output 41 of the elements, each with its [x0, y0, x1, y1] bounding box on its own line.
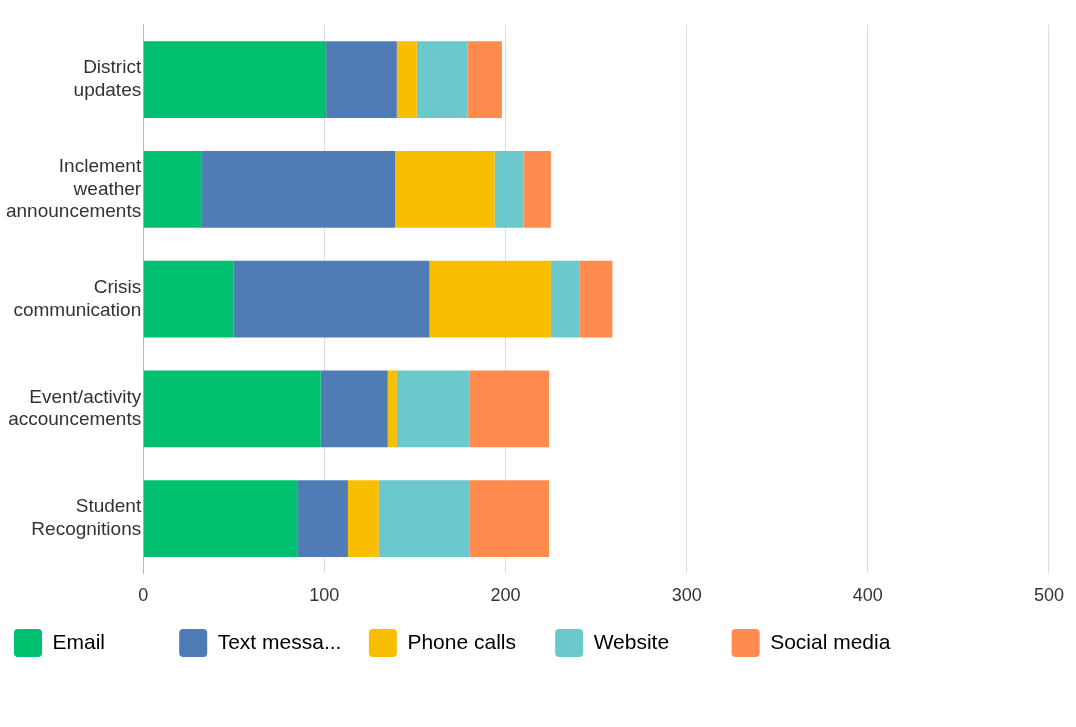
legend-label: Social media: [770, 629, 914, 653]
bar: [143, 150, 202, 228]
bar: [320, 370, 388, 448]
bar: [469, 480, 549, 557]
bar: [467, 41, 502, 119]
x-tick-label: 200: [490, 585, 521, 606]
x-tick-label: 500: [1033, 585, 1065, 606]
bar: [143, 41, 327, 119]
bar: [143, 370, 321, 448]
y-tick-label: District updates: [73, 56, 142, 101]
y-tick-label: Event/activity accouncements: [8, 385, 142, 430]
bar: [579, 260, 613, 338]
bar: [143, 260, 234, 338]
y-tick-label: Student Recognitions: [31, 495, 142, 540]
y-tick-label: Crisis communication: [13, 275, 142, 320]
bar: [378, 480, 470, 557]
x-tick-label: 100: [309, 585, 340, 606]
bar: [395, 150, 495, 228]
bar: [494, 150, 524, 228]
bar: [416, 41, 468, 119]
bar: [347, 480, 379, 557]
bar: [143, 480, 298, 557]
x-tick-label: 400: [852, 585, 883, 606]
bar: [396, 41, 417, 119]
bar: [297, 480, 348, 557]
bar: [523, 150, 551, 228]
x-tick-label: 0: [138, 585, 149, 606]
bar: [233, 260, 430, 338]
x-tick-label: 300: [671, 585, 702, 606]
legend-label: Phone calls: [407, 629, 546, 653]
legend-label: Website: [593, 629, 722, 653]
legend-label: Text messa...: [217, 629, 359, 653]
bar: [387, 370, 397, 448]
bar: [326, 41, 397, 119]
bar: [201, 150, 396, 228]
bar: [429, 260, 551, 338]
legend-label: Email: [52, 629, 170, 653]
y-tick-label: Inclement weather announcements: [5, 154, 142, 222]
bar: [396, 370, 470, 448]
bar: [550, 260, 580, 338]
bar: [469, 370, 549, 448]
